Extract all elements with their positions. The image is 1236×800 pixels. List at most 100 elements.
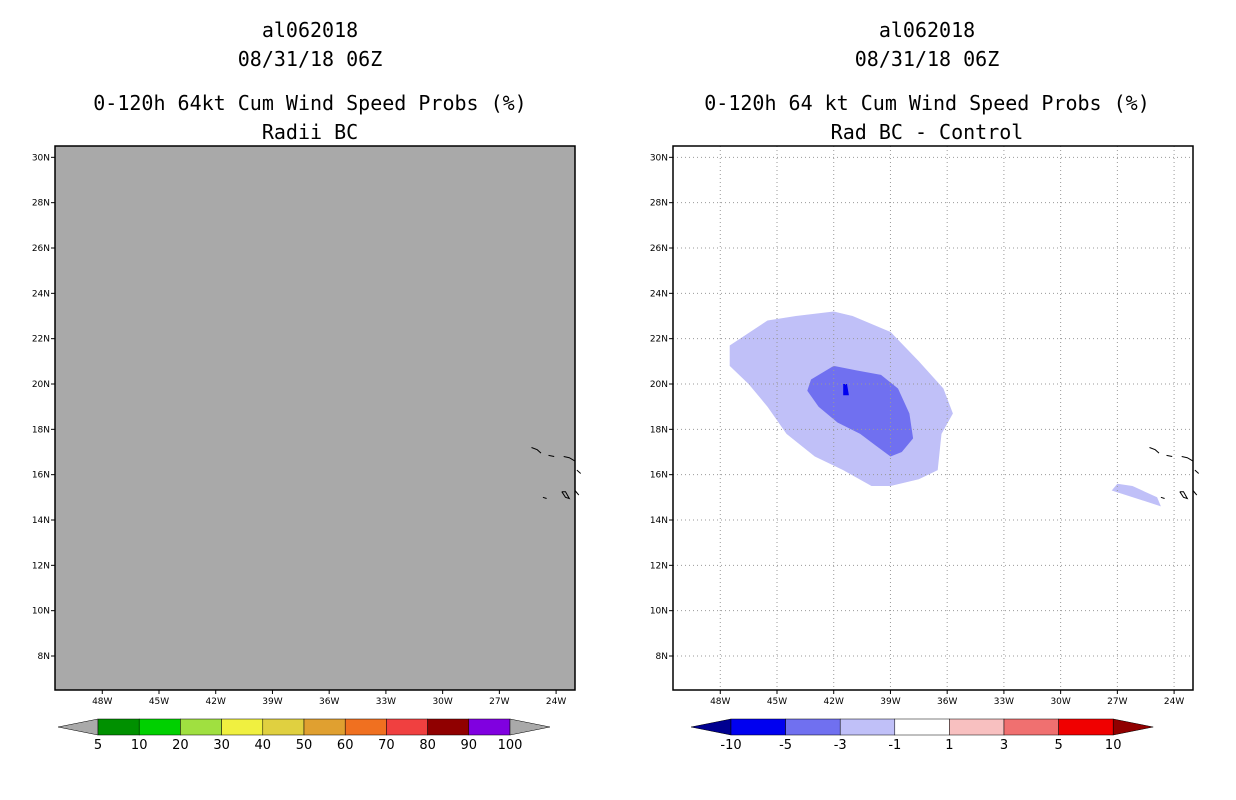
- contour-region-2: [807, 365, 914, 457]
- lat-tick-label: 14N: [650, 516, 668, 526]
- colorbar-label: 100: [498, 738, 523, 753]
- colorbar-segment: [344, 718, 387, 736]
- colorbar-segment: [386, 718, 428, 736]
- lat-tick-label: 30N: [650, 153, 668, 163]
- left-title-run: Radii BC: [262, 120, 358, 144]
- colorbar-label: -10: [720, 738, 741, 753]
- left-title-storm-id: al062018: [262, 18, 358, 42]
- lat-tick-label: 10N: [650, 607, 668, 617]
- latitude-axis: 30N 28N 26N 24N 22N 20N 18N 16N 14N 12N 10N 8N: [32, 153, 55, 662]
- longitude-axis: 48W 45W 42W 39W 36W 33W 30W 27W 24W: [92, 690, 566, 707]
- island-outline: [561, 491, 571, 500]
- colorbar-label: 30: [213, 738, 230, 753]
- island-outline: [563, 456, 576, 462]
- colorbar-over-arrow: [1112, 718, 1154, 736]
- lon-tick-label: 36W: [937, 697, 957, 707]
- difference-regions: [729, 311, 1161, 507]
- right-title-storm-id: al062018: [879, 18, 975, 42]
- lat-tick-label: 20N: [32, 380, 50, 390]
- island-outline: [576, 469, 582, 474]
- lat-tick-label: 8N: [656, 652, 668, 662]
- lat-tick-label: 20N: [650, 380, 668, 390]
- lat-tick-label: 24N: [32, 289, 50, 299]
- contour-region-1: [1111, 483, 1161, 507]
- colorbar-over-arrow: [509, 718, 551, 736]
- lat-tick-label: 10N: [32, 607, 50, 617]
- lon-tick-label: 27W: [1107, 697, 1127, 707]
- colorbar-under-arrow: [690, 718, 732, 736]
- colorbar: 5 10 20 30 40 50 60 70 80 90 100: [57, 718, 551, 753]
- lon-tick-label: 24W: [1164, 697, 1184, 707]
- colorbar-segment: [839, 718, 896, 736]
- colorbar-segment: [180, 718, 222, 736]
- map-frame: [672, 145, 1194, 691]
- colorbar-segment: [221, 718, 264, 736]
- lat-tick-label: 26N: [32, 244, 50, 254]
- island-outline: [542, 496, 547, 499]
- lon-tick-label: 33W: [994, 697, 1014, 707]
- island-outline: [548, 454, 555, 457]
- lon-tick-label: 27W: [489, 697, 509, 707]
- lat-tick-label: 8N: [38, 652, 50, 662]
- lat-tick-label: 22N: [32, 335, 50, 345]
- colorbar-segment: [1003, 718, 1059, 736]
- colorbar-label: 90: [461, 738, 478, 753]
- colorbar-label: 5: [94, 738, 102, 753]
- lat-tick-label: 16N: [32, 471, 50, 481]
- lon-tick-label: 30W: [432, 697, 452, 707]
- colorbar-segment: [97, 718, 140, 736]
- colorbar-segment: [894, 718, 950, 736]
- lat-tick-label: 28N: [32, 199, 50, 209]
- colorbar: -10 -5 -3 -1 1 3 5 10: [690, 718, 1154, 753]
- colorbar-label: -1: [888, 738, 901, 753]
- lon-tick-label: 48W: [92, 697, 112, 707]
- right-title-product: 0-120h 64 kt Cum Wind Speed Probs (%): [704, 91, 1150, 115]
- lat-tick-label: 18N: [32, 425, 50, 435]
- colorbar-label: 80: [419, 738, 436, 753]
- colorbar-segment: [303, 718, 346, 736]
- lon-tick-label: 42W: [824, 697, 844, 707]
- colorbar-label: -3: [834, 738, 847, 753]
- lon-tick-label: 36W: [319, 697, 339, 707]
- colorbar-label: 10: [1105, 738, 1122, 753]
- lon-tick-label: 42W: [206, 697, 226, 707]
- grid-lines: [673, 146, 1193, 690]
- island-outline: [1160, 496, 1165, 499]
- left-title-date: 08/31/18 06Z: [238, 47, 383, 71]
- colorbar-label: 50: [296, 738, 313, 753]
- island-outline: [1149, 447, 1160, 454]
- island-outline: [1166, 454, 1173, 457]
- colorbar-label: 40: [255, 738, 272, 753]
- lat-tick-label: 22N: [650, 335, 668, 345]
- lat-tick-label: 12N: [650, 561, 668, 571]
- colorbar-label: 10: [131, 738, 148, 753]
- lon-tick-label: 39W: [262, 697, 282, 707]
- colorbar-segment: [468, 718, 511, 736]
- right-panel: al062018 08/31/18 06Z 0-120h 64 kt Cum W…: [650, 18, 1200, 753]
- contour-region-3: [843, 384, 849, 396]
- lon-tick-label: 39W: [880, 697, 900, 707]
- colorbar-segment: [262, 718, 305, 736]
- island-outline: [1179, 491, 1189, 500]
- island-outline: [531, 447, 542, 454]
- lat-tick-label: 18N: [650, 425, 668, 435]
- colorbar-label: 20: [172, 738, 189, 753]
- right-title-date: 08/31/18 06Z: [855, 47, 1000, 71]
- lat-tick-label: 28N: [650, 199, 668, 209]
- left-panel: al062018 08/31/18 06Z 0-120h 64kt Cum Wi…: [32, 18, 582, 753]
- colorbar-segment: [138, 718, 181, 736]
- lon-tick-label: 45W: [149, 697, 169, 707]
- colorbar-label: 70: [378, 738, 395, 753]
- lat-tick-label: 24N: [650, 289, 668, 299]
- lat-tick-label: 30N: [32, 153, 50, 163]
- colorbar-label: 60: [337, 738, 354, 753]
- lat-tick-label: 14N: [32, 516, 50, 526]
- lat-tick-label: 26N: [650, 244, 668, 254]
- lon-tick-label: 33W: [376, 697, 396, 707]
- lat-tick-label: 16N: [650, 471, 668, 481]
- lat-tick-label: 12N: [32, 561, 50, 571]
- colorbar-label: 3: [1000, 738, 1008, 753]
- colorbar-label: 5: [1054, 738, 1062, 753]
- colorbar-segment: [949, 718, 1005, 736]
